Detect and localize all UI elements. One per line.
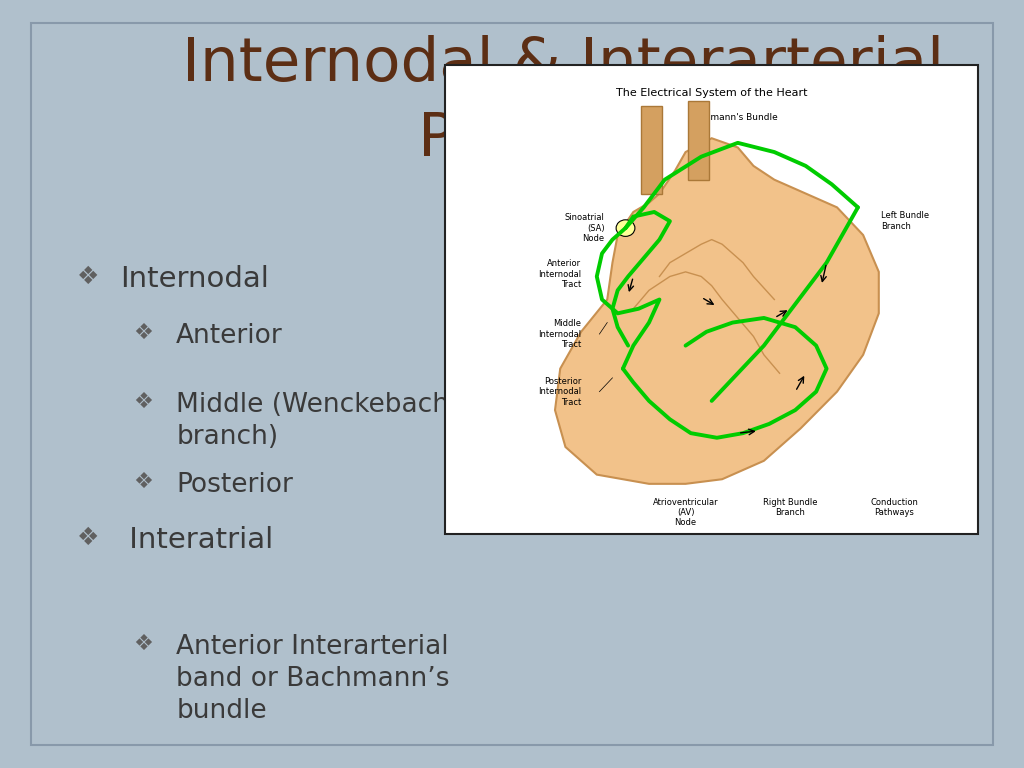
Text: Middle
Internodal
Tract: Middle Internodal Tract <box>538 319 582 349</box>
Text: Middle (Wenckebach
branch): Middle (Wenckebach branch) <box>176 392 450 450</box>
Text: Anterior Interarterial
band or Bachmann’s
bundle: Anterior Interarterial band or Bachmann’… <box>176 634 450 723</box>
Text: Anterior: Anterior <box>176 323 283 349</box>
Text: Bachmann's Bundle: Bachmann's Bundle <box>688 113 777 122</box>
Circle shape <box>616 220 635 237</box>
Text: ❖: ❖ <box>133 634 154 654</box>
Text: ❖: ❖ <box>133 472 154 492</box>
Text: The Electrical System of the Heart: The Electrical System of the Heart <box>615 88 808 98</box>
Text: Posterior
Internodal
Tract: Posterior Internodal Tract <box>538 377 582 406</box>
Polygon shape <box>555 138 879 484</box>
Text: ❖: ❖ <box>77 526 99 550</box>
Polygon shape <box>641 106 663 194</box>
Text: ❖: ❖ <box>77 265 99 289</box>
Text: Left Bundle
Branch: Left Bundle Branch <box>882 211 930 231</box>
Text: Interatrial: Interatrial <box>120 526 273 554</box>
Text: Sinoatrial
(SA)
Node: Sinoatrial (SA) Node <box>565 214 604 243</box>
Text: Posterior: Posterior <box>176 472 293 498</box>
Text: ❖: ❖ <box>133 392 154 412</box>
Text: Internodal: Internodal <box>120 265 268 293</box>
Polygon shape <box>688 101 709 180</box>
Text: Internodal & Interarterial
Pathways: Internodal & Interarterial Pathways <box>182 35 944 169</box>
Text: Atrioventricular
(AV)
Node: Atrioventricular (AV) Node <box>652 498 719 528</box>
Text: Anterior
Internodal
Tract: Anterior Internodal Tract <box>538 260 582 289</box>
Text: ❖: ❖ <box>133 323 154 343</box>
Text: Right Bundle
Branch: Right Bundle Branch <box>763 498 817 517</box>
Text: Conduction
Pathways: Conduction Pathways <box>870 498 919 517</box>
FancyBboxPatch shape <box>445 65 978 534</box>
